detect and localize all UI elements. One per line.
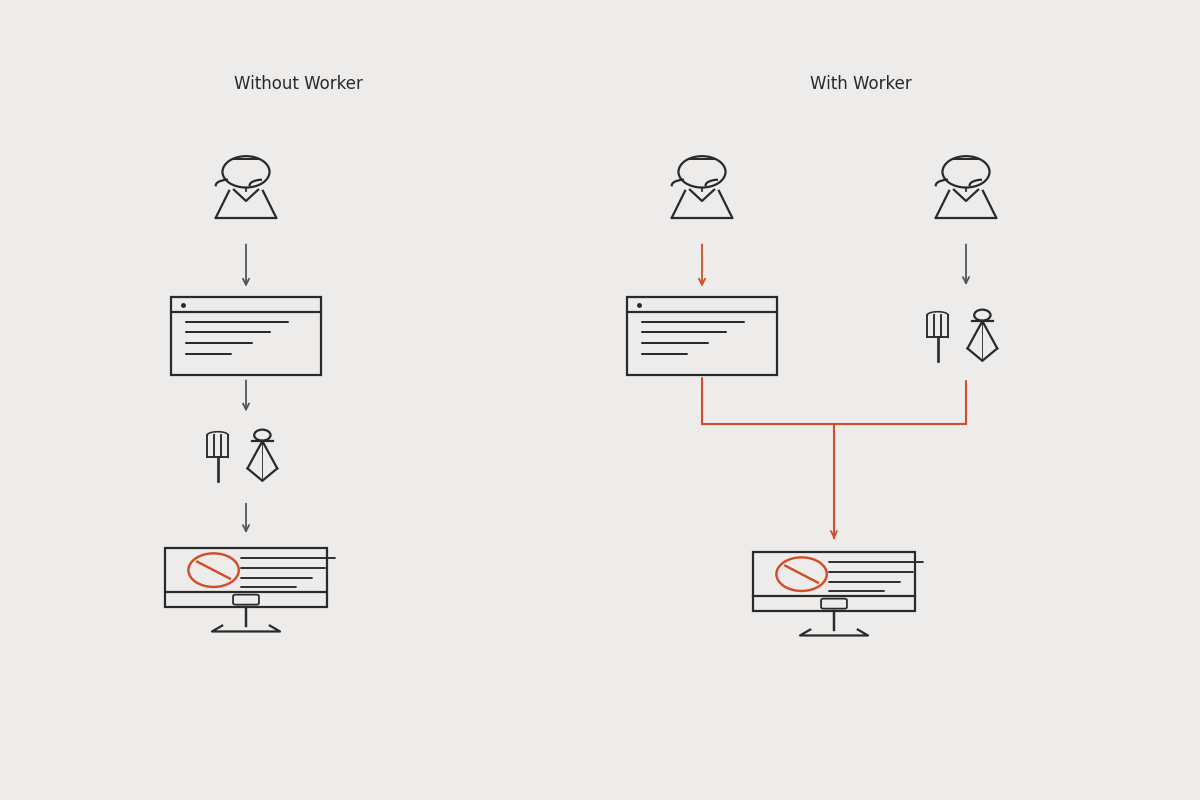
Text: Without Worker: Without Worker [234, 75, 362, 93]
Text: With Worker: With Worker [810, 75, 912, 93]
